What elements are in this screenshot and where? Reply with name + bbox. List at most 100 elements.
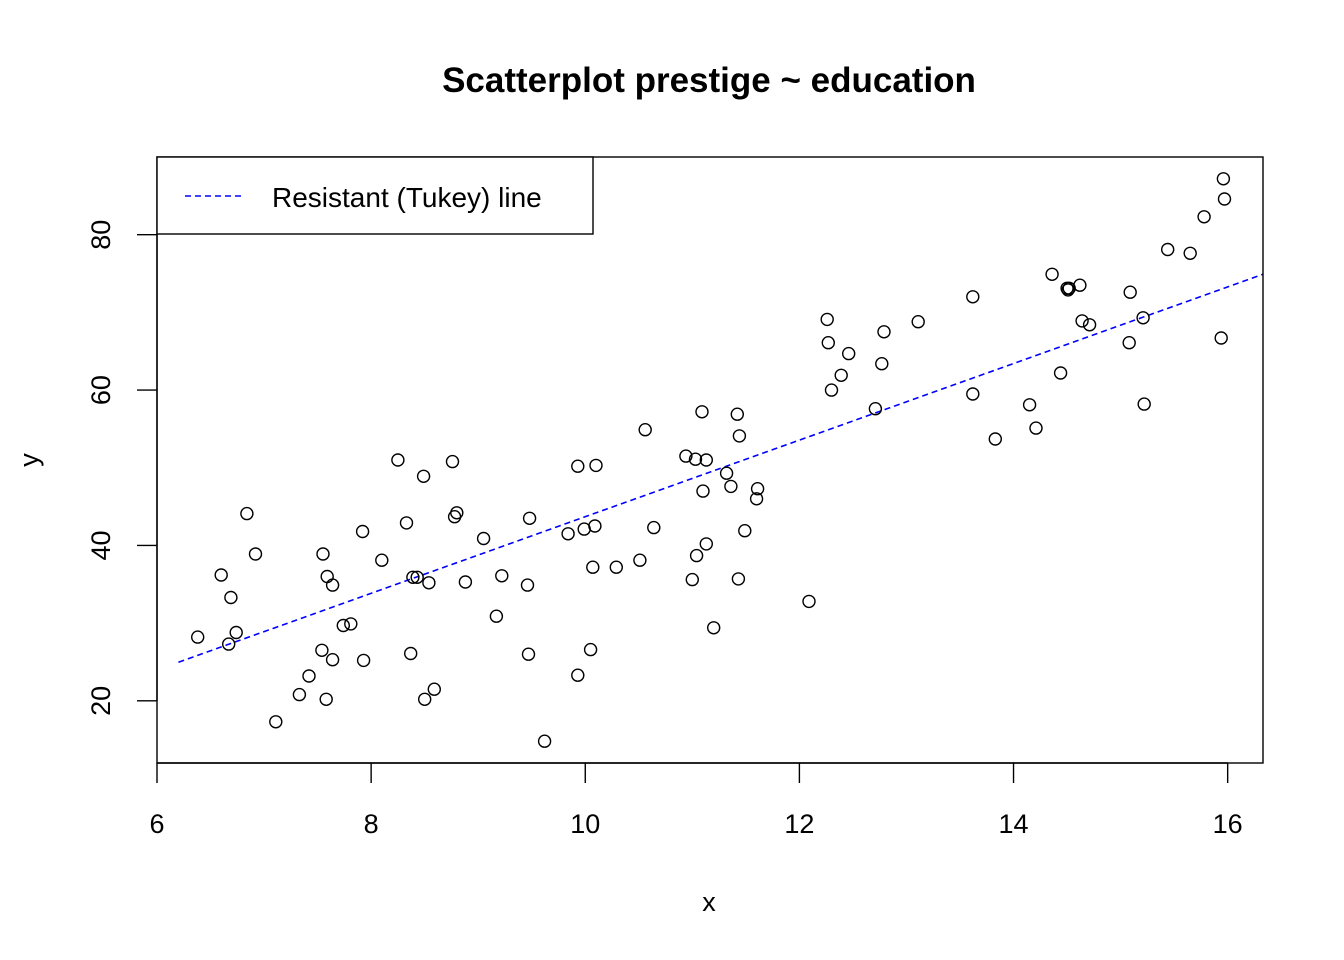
data-point (824, 383, 839, 397)
data-point (418, 692, 432, 706)
y-axis-label: y (14, 453, 44, 467)
data-point (320, 569, 334, 584)
data-point (685, 572, 699, 587)
data-point (875, 357, 889, 371)
data-point (1061, 283, 1075, 297)
data-point (325, 653, 340, 667)
data-point (190, 630, 205, 644)
data-point (707, 621, 721, 635)
data-point (750, 482, 765, 496)
data-point (1045, 267, 1059, 281)
data-point (240, 506, 254, 521)
data-point (1073, 278, 1087, 292)
data-point (1082, 318, 1097, 332)
data-point (732, 429, 747, 443)
data-point (719, 466, 734, 480)
data-point (988, 432, 1002, 446)
x-tick-label: 16 (1213, 809, 1243, 839)
data-point (476, 531, 491, 546)
data-point (842, 346, 856, 361)
data-point (571, 668, 585, 682)
data-point (344, 617, 358, 631)
data-point (319, 692, 333, 706)
data-point (355, 524, 370, 539)
data-point (589, 458, 603, 473)
data-point (336, 618, 350, 633)
data-point (696, 484, 710, 498)
data-point (1160, 242, 1175, 257)
data-point (316, 547, 330, 561)
data-point (911, 315, 925, 329)
data-point (537, 734, 552, 748)
data-point (583, 642, 598, 657)
data-point (877, 325, 891, 339)
data-point (1075, 314, 1089, 328)
x-axis-label: x (702, 887, 716, 917)
data-points (190, 172, 1232, 748)
data-point (1137, 397, 1151, 411)
x-axis: 6 8 10 12 14 16 (149, 762, 1243, 839)
chart-title: Scatterplot prestige ~ education (442, 61, 976, 100)
data-point (730, 407, 744, 421)
plot-frame (156, 156, 1264, 764)
data-point (404, 646, 418, 661)
legend: Resistant (Tukey) line (156, 156, 594, 235)
data-point (1029, 421, 1043, 435)
data-point (495, 569, 509, 583)
data-point (749, 492, 764, 506)
data-point (609, 560, 623, 574)
data-point (450, 506, 464, 520)
data-point (406, 570, 420, 584)
x-tick-label: 10 (570, 809, 600, 839)
data-point (638, 423, 652, 437)
data-point (679, 449, 693, 463)
data-point (834, 368, 848, 382)
data-point (427, 682, 441, 696)
data-point (820, 312, 834, 327)
data-point (586, 560, 600, 574)
y-tick-label: 60 (86, 375, 116, 405)
data-point (1136, 311, 1150, 325)
resistant-line (178, 273, 1264, 664)
data-point (315, 643, 329, 657)
data-point (422, 576, 436, 590)
data-point (647, 520, 661, 535)
data-point (1183, 246, 1197, 261)
data-point (699, 453, 713, 467)
data-point (868, 402, 883, 416)
data-point (522, 511, 537, 525)
data-point (521, 647, 536, 661)
y-axis: 20 40 60 80 (86, 220, 158, 716)
x-tick-label: 6 (149, 809, 164, 839)
data-point (356, 653, 371, 668)
data-point (588, 519, 602, 533)
data-point (520, 578, 535, 592)
data-point (724, 479, 738, 494)
data-point (445, 454, 460, 469)
data-point (1197, 210, 1211, 224)
data-point (416, 469, 431, 483)
data-point (302, 669, 316, 683)
data-point (1053, 366, 1068, 380)
data-point (458, 575, 473, 589)
data-point (224, 590, 238, 605)
data-point (375, 553, 389, 567)
data-point (1123, 285, 1137, 299)
y-tick-label: 40 (86, 530, 116, 560)
y-tick-label: 80 (86, 220, 116, 250)
data-point (399, 516, 414, 530)
data-point (269, 715, 283, 729)
data-point (561, 527, 575, 541)
data-point (229, 625, 243, 640)
data-point (1122, 336, 1136, 350)
data-point (966, 387, 980, 401)
data-point (214, 568, 228, 582)
data-point (1216, 172, 1231, 186)
x-tick-label: 12 (784, 809, 814, 839)
x-tick-label: 8 (364, 809, 379, 839)
data-point (489, 609, 504, 623)
plot-marks (178, 172, 1264, 748)
data-point (1022, 398, 1037, 412)
data-point (821, 336, 835, 350)
